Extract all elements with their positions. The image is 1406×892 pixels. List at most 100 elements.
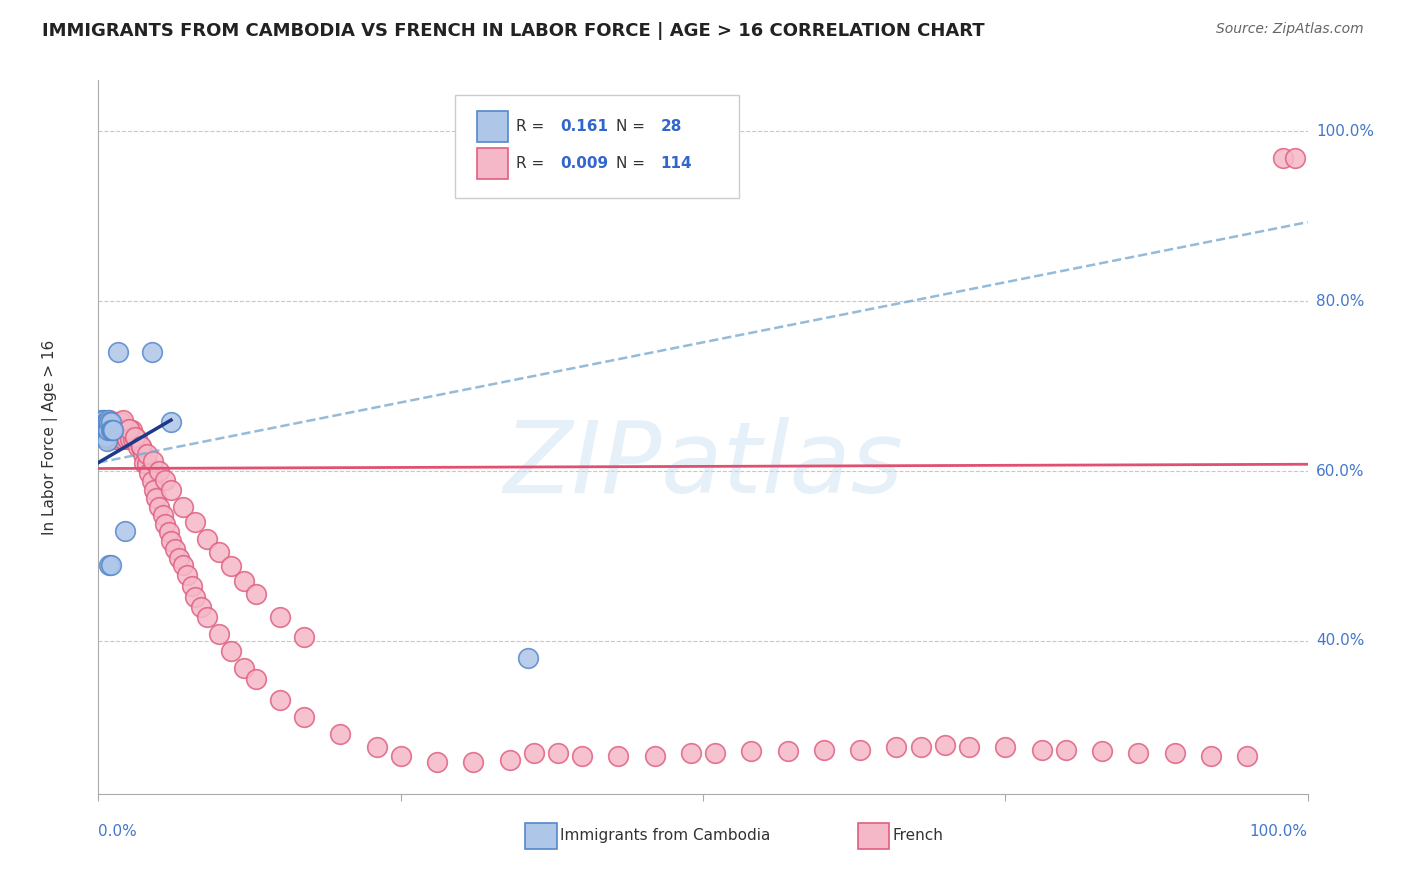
Point <box>523 746 546 760</box>
Text: 0.009: 0.009 <box>561 156 609 171</box>
Text: 0.161: 0.161 <box>561 120 609 134</box>
Point <box>97 432 120 446</box>
Point <box>114 524 136 538</box>
Point <box>740 744 762 758</box>
Text: R =: R = <box>516 120 548 134</box>
Point <box>94 430 117 444</box>
Text: 28: 28 <box>661 120 682 134</box>
Point <box>776 744 799 758</box>
Text: 80.0%: 80.0% <box>1316 293 1364 309</box>
Point <box>498 753 520 767</box>
Point <box>96 423 118 437</box>
Point <box>112 423 135 437</box>
Point <box>195 532 218 546</box>
Point <box>1054 742 1077 756</box>
Point <box>148 464 170 478</box>
Point <box>176 567 198 582</box>
Text: 100.0%: 100.0% <box>1316 124 1374 139</box>
Point <box>98 413 121 427</box>
Point <box>101 415 124 429</box>
Point <box>143 483 166 497</box>
Point <box>100 558 122 572</box>
Point <box>516 651 538 665</box>
Point <box>98 558 121 572</box>
Point <box>704 746 727 760</box>
Point <box>98 425 121 440</box>
Text: 40.0%: 40.0% <box>1316 633 1364 648</box>
Point <box>107 421 129 435</box>
Point <box>134 456 156 470</box>
FancyBboxPatch shape <box>477 111 509 143</box>
Point <box>157 525 180 540</box>
Point <box>93 413 115 427</box>
Point <box>644 748 666 763</box>
Point <box>153 516 176 531</box>
Point <box>104 432 127 446</box>
Point <box>111 413 134 427</box>
Point <box>96 425 118 440</box>
Point <box>1128 746 1150 760</box>
Point <box>94 415 117 429</box>
Point <box>180 579 202 593</box>
Point <box>135 457 157 471</box>
Point <box>93 425 115 440</box>
Point <box>135 447 157 461</box>
Point <box>91 421 114 435</box>
Point <box>101 423 124 437</box>
Point <box>208 627 231 641</box>
Point <box>195 610 218 624</box>
Point <box>100 423 122 437</box>
Text: 114: 114 <box>661 156 692 171</box>
Point <box>115 421 138 435</box>
Point <box>269 610 291 624</box>
Point <box>98 415 121 429</box>
Point <box>93 430 115 444</box>
Point <box>607 748 630 763</box>
Point <box>96 415 118 429</box>
Point <box>1284 152 1306 166</box>
Point <box>184 515 207 529</box>
Text: French: French <box>893 829 943 844</box>
Point <box>245 672 267 686</box>
FancyBboxPatch shape <box>858 823 889 849</box>
Text: R =: R = <box>516 156 548 171</box>
Point <box>97 423 120 437</box>
Point <box>117 432 139 446</box>
Point <box>245 587 267 601</box>
Point <box>97 420 120 434</box>
Point <box>93 423 115 437</box>
Point <box>208 545 231 559</box>
Point <box>100 420 122 434</box>
Point <box>463 755 485 769</box>
Point <box>91 421 114 435</box>
Point <box>269 693 291 707</box>
Point <box>90 413 112 427</box>
Point <box>160 483 183 497</box>
Point <box>571 748 593 763</box>
Point <box>108 430 131 444</box>
Point <box>148 500 170 514</box>
Point <box>221 559 243 574</box>
Point <box>124 430 146 444</box>
Point <box>96 434 118 449</box>
Point <box>91 421 114 435</box>
Point <box>141 475 163 489</box>
Point <box>221 644 243 658</box>
Point <box>329 727 352 741</box>
Point <box>129 439 152 453</box>
Point <box>111 432 134 446</box>
Point <box>1199 748 1222 763</box>
Point <box>169 550 191 565</box>
Point <box>813 742 835 756</box>
Point <box>547 746 569 760</box>
Point <box>292 710 315 724</box>
Point <box>934 738 956 752</box>
Point <box>100 423 122 437</box>
Point <box>849 742 872 756</box>
Point <box>1236 748 1258 763</box>
Point <box>97 413 120 427</box>
Point <box>172 558 194 572</box>
Point <box>426 755 449 769</box>
Point <box>100 415 122 429</box>
Point <box>124 430 146 444</box>
